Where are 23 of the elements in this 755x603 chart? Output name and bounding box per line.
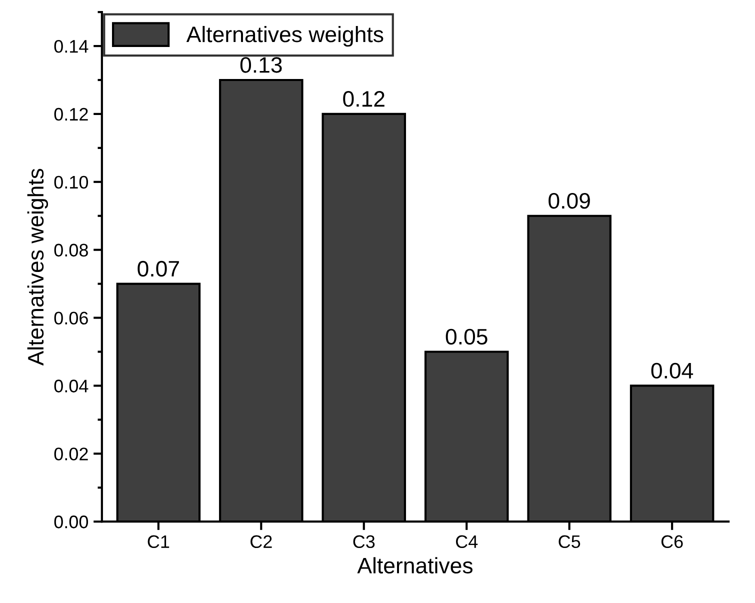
- legend-label: Alternatives weights: [186, 26, 384, 47]
- y-axis-title: Alternatives weights: [27, 168, 48, 366]
- y-tick-label: 0.00: [54, 516, 88, 528]
- y-tick-label: 0.06: [54, 312, 88, 324]
- y-tick-label: 0.02: [54, 448, 88, 460]
- y-tick-label: 0.12: [54, 108, 88, 121]
- x-tick-label: C1: [148, 535, 170, 548]
- data-label: 0.13: [240, 57, 282, 73]
- data-label: 0.12: [343, 91, 384, 107]
- x-tick-label: C3: [353, 535, 375, 548]
- x-tick-label: C2: [250, 535, 272, 548]
- data-label: 0.09: [548, 192, 590, 209]
- x-axis-title: Alternatives: [357, 557, 472, 574]
- x-tick-label: C5: [558, 535, 580, 548]
- y-tick-label: 0.10: [54, 176, 88, 189]
- x-tick-label: C4: [456, 535, 478, 548]
- y-tick-label: 0.04: [54, 380, 88, 392]
- y-tick-label: 0.14: [54, 40, 88, 53]
- data-label: 0.04: [651, 362, 694, 379]
- data-label: 0.05: [446, 328, 488, 345]
- data-label: 0.07: [138, 260, 179, 277]
- y-tick-label: 0.08: [54, 244, 88, 257]
- x-tick-label: C6: [661, 535, 683, 548]
